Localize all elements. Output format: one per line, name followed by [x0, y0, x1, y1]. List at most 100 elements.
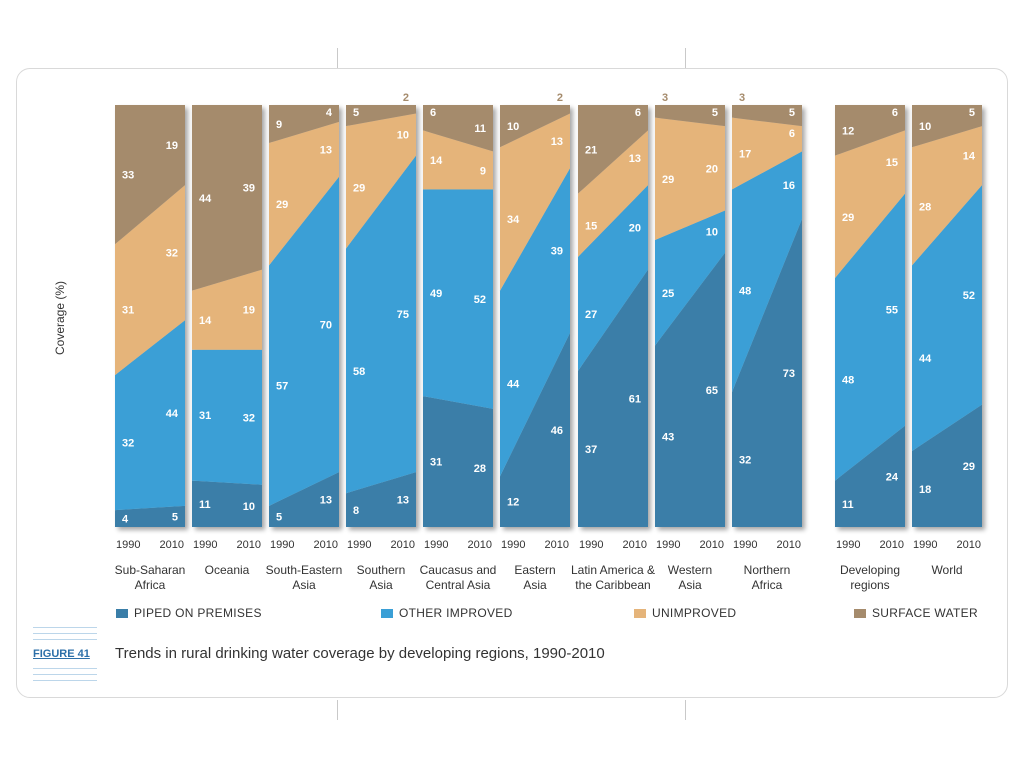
data-label-piped-1990: 32 — [739, 454, 751, 466]
data-label-other-2010: 55 — [886, 305, 898, 317]
data-label-unimproved-2010: 32 — [166, 248, 178, 260]
data-label-surface-1990: 10 — [507, 121, 519, 133]
data-label-unimproved-1990: 29 — [276, 199, 288, 211]
area-piped — [346, 472, 416, 527]
area-piped — [269, 472, 339, 527]
region-name: the Caribbean — [575, 578, 650, 592]
region-panel-caucasus-and-central-asia — [423, 105, 493, 527]
legend-label-other: OTHER IMPROVED — [399, 606, 513, 620]
region-name: Asia — [523, 578, 547, 592]
area-surface — [500, 105, 570, 148]
region-panel-western-asia — [655, 105, 725, 527]
data-label-other-2010: 16 — [783, 180, 795, 192]
area-other — [732, 151, 802, 392]
area-surface — [192, 105, 262, 291]
area-other — [115, 320, 185, 511]
data-label-piped-2010: 13 — [320, 495, 332, 507]
legend-item-surface: SURFACE WATER — [854, 606, 978, 620]
figure-caption: Trends in rural drinking water coverage … — [115, 645, 605, 662]
region-name: Developing — [840, 563, 900, 577]
data-label-piped-1990: 31 — [430, 457, 442, 469]
legend-swatch-unimproved — [634, 608, 646, 618]
region-name: Africa — [752, 578, 783, 592]
data-label-surface-2010: 5 — [789, 107, 795, 119]
region-panel-south-eastern-asia — [269, 105, 339, 527]
x-tick-label-2010: 2010 — [237, 539, 261, 551]
data-label-other-1990: 48 — [739, 286, 751, 298]
data-label-piped-1990: 12 — [507, 497, 519, 509]
region-name: South-Eastern — [266, 563, 343, 577]
legend-swatch-surface — [854, 608, 866, 618]
data-label-other-2010: 39 — [551, 246, 563, 258]
data-label-unimproved-1990: 14 — [199, 315, 212, 327]
figure-number: FIGURE 41 — [33, 645, 97, 663]
data-label-piped-2010: 61 — [629, 393, 641, 405]
area-other — [500, 168, 570, 477]
region-panel-eastern-asia — [500, 105, 570, 527]
data-label-unimproved-1990: 31 — [122, 305, 134, 317]
figure-rule — [33, 639, 97, 640]
area-unimproved — [500, 113, 570, 291]
area-surface — [732, 105, 802, 127]
x-tick-label-2010: 2010 — [777, 539, 801, 551]
data-label-piped-2010: 5 — [172, 511, 178, 523]
legend-label-unimproved: UNIMPROVED — [652, 606, 737, 620]
x-tick-label-1990: 1990 — [270, 539, 294, 551]
x-tick-label-1990: 1990 — [116, 539, 140, 551]
area-piped — [732, 218, 802, 527]
data-label-other-1990: 57 — [276, 381, 288, 393]
data-label-unimproved-2010: 13 — [551, 136, 563, 148]
data-label-unimproved-2010: 20 — [706, 163, 718, 175]
region-panel-oceania — [192, 105, 262, 527]
region-name: Southern — [357, 563, 406, 577]
figure-rule — [33, 668, 97, 669]
data-label-other-1990: 44 — [919, 353, 932, 365]
area-other — [192, 349, 262, 485]
region-name: Western — [668, 563, 712, 577]
legend-item-piped: PIPED ON PREMISES — [116, 606, 262, 620]
region-name: World — [931, 563, 962, 577]
data-label-unimproved-1990: 14 — [430, 155, 443, 167]
data-label-unimproved-2010: 19 — [243, 305, 255, 317]
legend-item-unimproved: UNIMPROVED — [634, 606, 736, 620]
area-surface — [835, 105, 905, 156]
region-name: Eastern — [514, 563, 555, 577]
figure-rule — [33, 633, 97, 634]
data-label-surface-2010: 2 — [557, 92, 563, 104]
data-label-other-1990: 44 — [507, 379, 520, 391]
data-label-unimproved-2010: 14 — [963, 151, 976, 163]
figure-rule — [33, 674, 97, 675]
y-axis-label: Coverage (%) — [53, 280, 67, 356]
area-other — [346, 155, 416, 494]
data-label-piped-2010: 65 — [706, 385, 718, 397]
region-panel-world — [912, 105, 982, 527]
data-label-surface-1990: 3 — [739, 92, 745, 104]
x-tick-label-2010: 2010 — [623, 539, 647, 551]
data-label-surface-2010: 39 — [243, 182, 255, 194]
crop-mark — [337, 48, 338, 68]
area-unimproved — [578, 130, 648, 257]
area-unimproved — [732, 117, 802, 190]
data-label-surface-1990: 9 — [276, 119, 282, 131]
data-label-other-1990: 32 — [122, 438, 134, 450]
area-piped — [835, 425, 905, 527]
x-tick-label-2010: 2010 — [957, 539, 981, 551]
data-label-piped-1990: 11 — [842, 499, 854, 511]
data-label-unimproved-1990: 29 — [662, 174, 674, 186]
data-label-unimproved-1990: 28 — [919, 201, 931, 213]
crop-mark — [685, 700, 686, 720]
area-surface — [655, 105, 725, 127]
data-label-surface-1990: 6 — [430, 107, 436, 119]
area-piped — [655, 252, 725, 527]
legend-swatch-piped — [116, 608, 128, 618]
data-label-surface-1990: 44 — [199, 193, 212, 205]
region-name: Latin America & — [571, 563, 655, 577]
data-label-unimproved-2010: 15 — [886, 157, 898, 169]
data-label-unimproved-1990: 29 — [353, 182, 365, 194]
data-label-piped-1990: 11 — [199, 499, 211, 511]
data-label-other-2010: 75 — [397, 309, 409, 321]
area-surface — [115, 105, 185, 245]
region-name: Asia — [292, 578, 316, 592]
legend-swatch-other — [381, 608, 393, 618]
data-label-surface-1990: 5 — [353, 107, 359, 119]
